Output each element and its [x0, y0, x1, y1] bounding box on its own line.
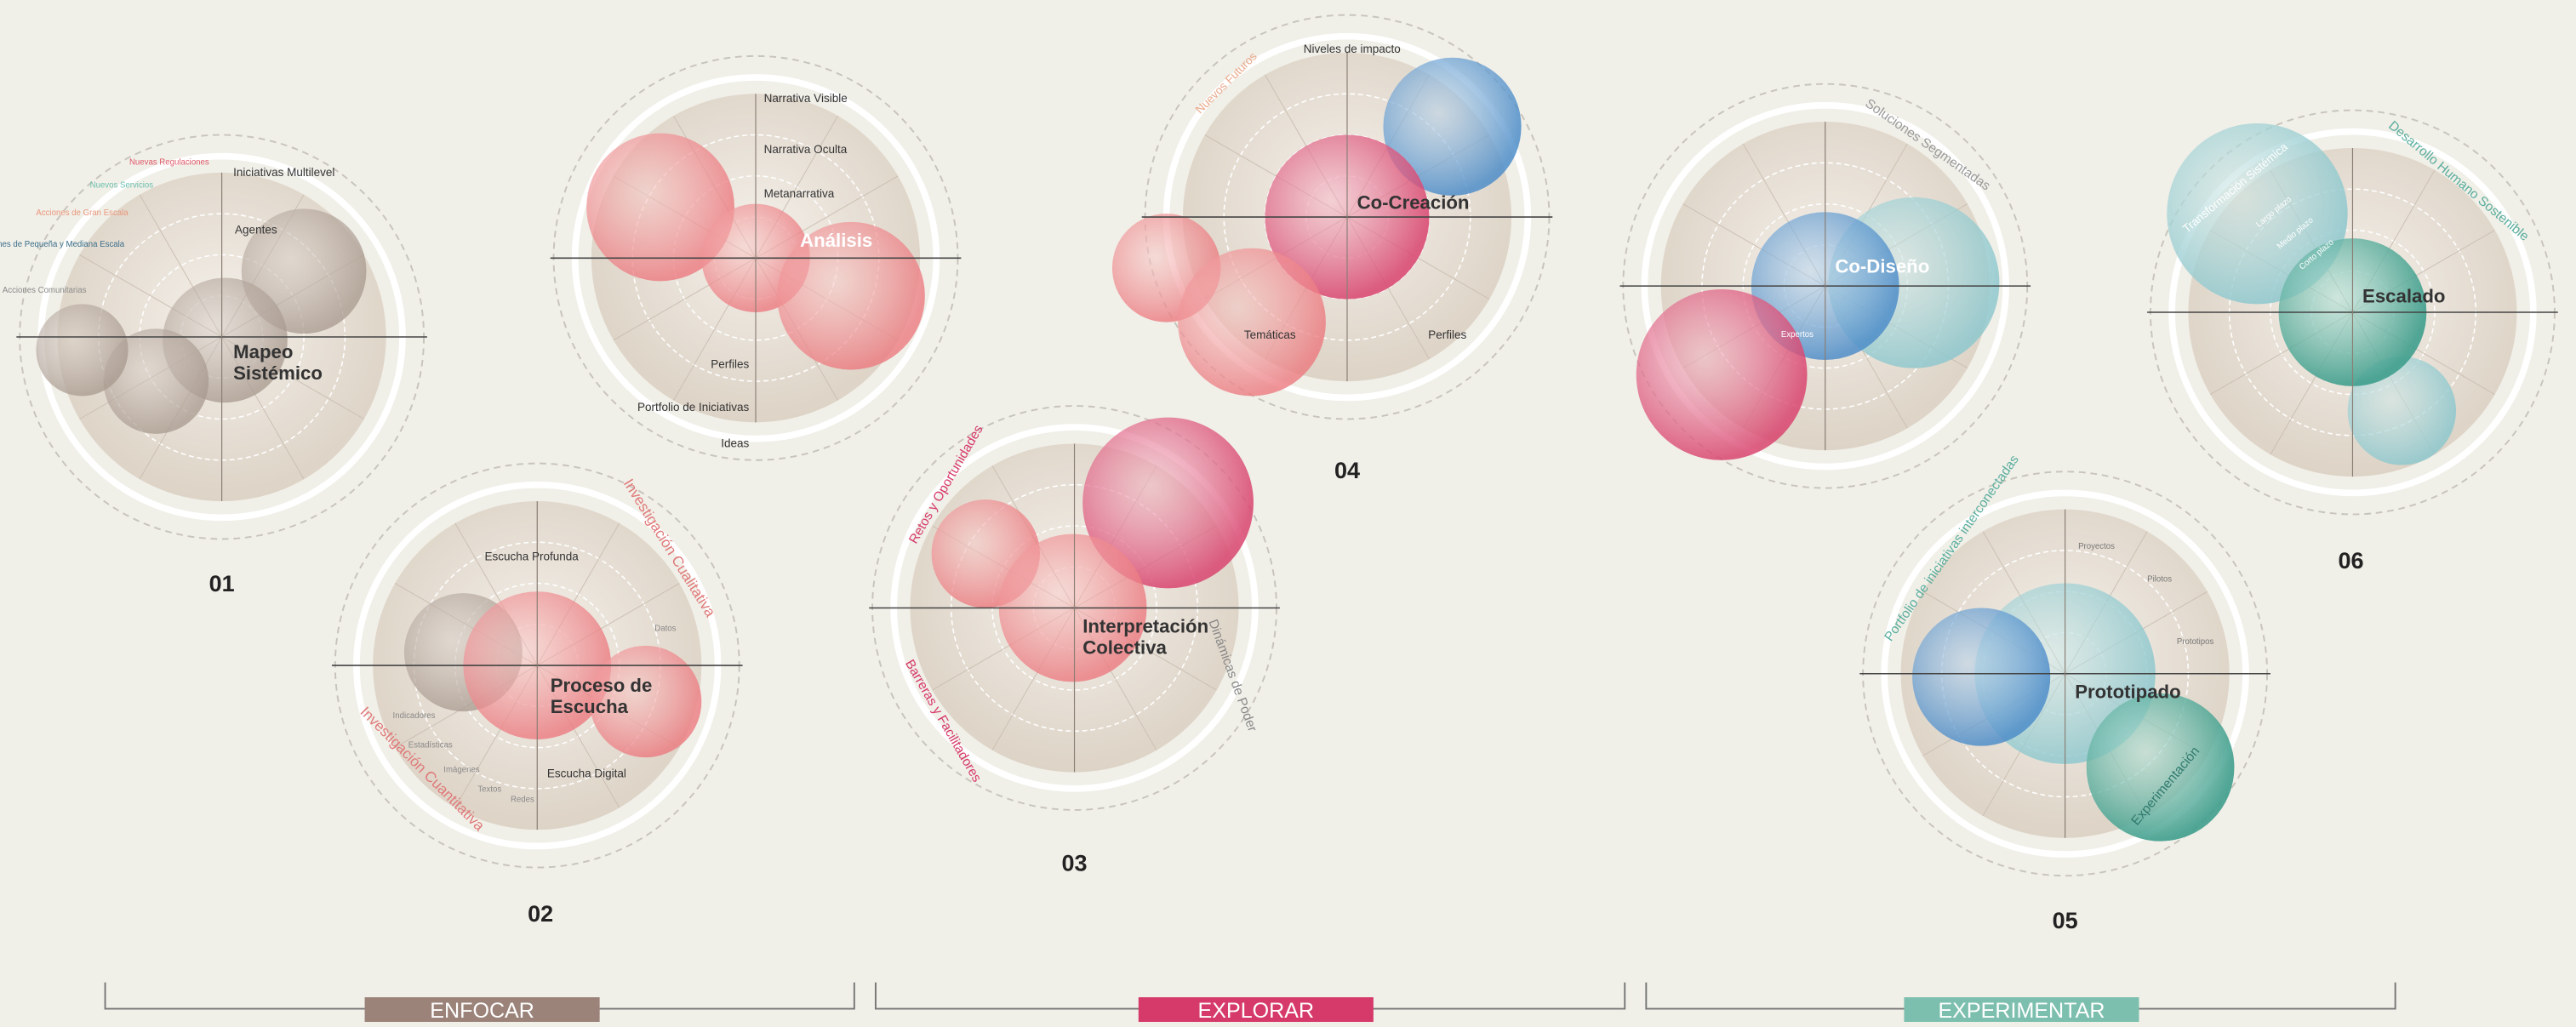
diagram-label: Redes: [511, 795, 534, 804]
phase-label: ENFOCAR: [430, 999, 534, 1023]
diagram-label: Escucha Digital: [547, 767, 626, 779]
diagram-label: Pilotos: [2147, 575, 2172, 585]
diagram-title: Proceso de Escucha: [551, 675, 658, 717]
diagram-label: Perfiles: [711, 358, 749, 371]
phase-box: [1904, 997, 2139, 1022]
bubble: [1082, 417, 1254, 589]
bubble: [1178, 248, 1326, 397]
diagram-label: Escucha Profunda: [484, 551, 579, 563]
bubble: [777, 221, 925, 370]
diagram-label: Narrativa Oculta: [764, 143, 848, 156]
diagram-title: Mapeo Sistémico: [233, 341, 323, 384]
bubble: [36, 304, 129, 397]
diagram-label: Portfolio de Iniciativas: [637, 401, 750, 414]
stage-number: 06: [2338, 548, 2363, 573]
diagram-label: Acciones de Gran Escala: [36, 208, 129, 218]
diagram-title: Escalado: [2362, 285, 2445, 306]
diagram-label: Prototipos: [2177, 637, 2214, 647]
stage-number: 01: [209, 571, 235, 596]
diagram-title: Análisis: [800, 230, 872, 251]
bubble: [2347, 357, 2457, 465]
diagram-label: Iniciativas Multilevel: [233, 166, 334, 179]
diagram-label: Estadísticas: [408, 741, 453, 750]
phase-label: EXPERIMENTAR: [1938, 999, 2105, 1023]
diagram-label: Ideas: [721, 436, 749, 449]
diagram-label: Proyectos: [2078, 542, 2115, 551]
diagram-label: Perfiles: [1428, 328, 1466, 341]
diagram: Co-Creación 04 Niveles de impacto Temáticas…: [1111, 14, 1553, 483]
diagram-label: Nuevas Regulaciones: [129, 157, 209, 167]
diagram-label: Acciones de Pequeña y Mediana Escala: [0, 240, 125, 249]
diagram-label: Temáticas: [1244, 328, 1296, 341]
diagram-label: Metanarrativa: [764, 187, 835, 200]
bubble: [1383, 57, 1522, 196]
stage-number: 04: [1334, 458, 1360, 483]
stage-number: 02: [528, 901, 553, 927]
stage-number: 05: [2053, 908, 2078, 933]
diagram-label: Acciones Comunitarias: [3, 286, 87, 295]
phase-label: EXPLORAR: [1198, 999, 1315, 1023]
bubble: [1912, 608, 2051, 746]
phase-brackets: ENFOCAR EXPLORAR EXPERIMENTAR: [104, 982, 2396, 1023]
diagram-label: Indicadores: [393, 711, 436, 721]
phase-box: [1138, 997, 1374, 1022]
diagram-label: Expertos: [1781, 330, 1813, 339]
diagram-title: Interpretación Colectiva: [1082, 615, 1214, 658]
diagram-label: Datos: [654, 625, 676, 634]
bubble: [590, 645, 702, 758]
bubble: [586, 133, 734, 282]
diagram: Proceso de Escucha 02 Escucha Profunda Escu…: [331, 462, 743, 927]
stage-number: 03: [1062, 850, 1088, 876]
diagram-title: Co-Creación: [1357, 191, 1470, 213]
diagram-label: Narrativa Visible: [764, 92, 848, 105]
diagram: Prototipado05ProyectosPilotosPrototiposP…: [1859, 453, 2270, 933]
diagram-label: Textos: [477, 785, 501, 795]
diagram-label: Agentes: [235, 223, 277, 236]
diagram-title: Co-Diseño: [1835, 256, 1929, 277]
diagram: Mapeo Sistémico 01 Iniciativas Multilevel A…: [0, 134, 427, 596]
bubble: [2086, 693, 2235, 842]
diagram-label: Nuevos Servicios: [90, 180, 154, 190]
bubble: [1636, 288, 1808, 460]
diagram: Análisis Narrativa Visible Narrativa Ocult…: [550, 54, 962, 461]
bubble: [103, 328, 209, 434]
diagram-label: Niveles de impacto: [1304, 43, 1401, 55]
phase-box: [364, 997, 600, 1022]
diagram-label: Imágenes: [443, 766, 480, 775]
diagram-title: Prototipado: [2075, 682, 2180, 703]
